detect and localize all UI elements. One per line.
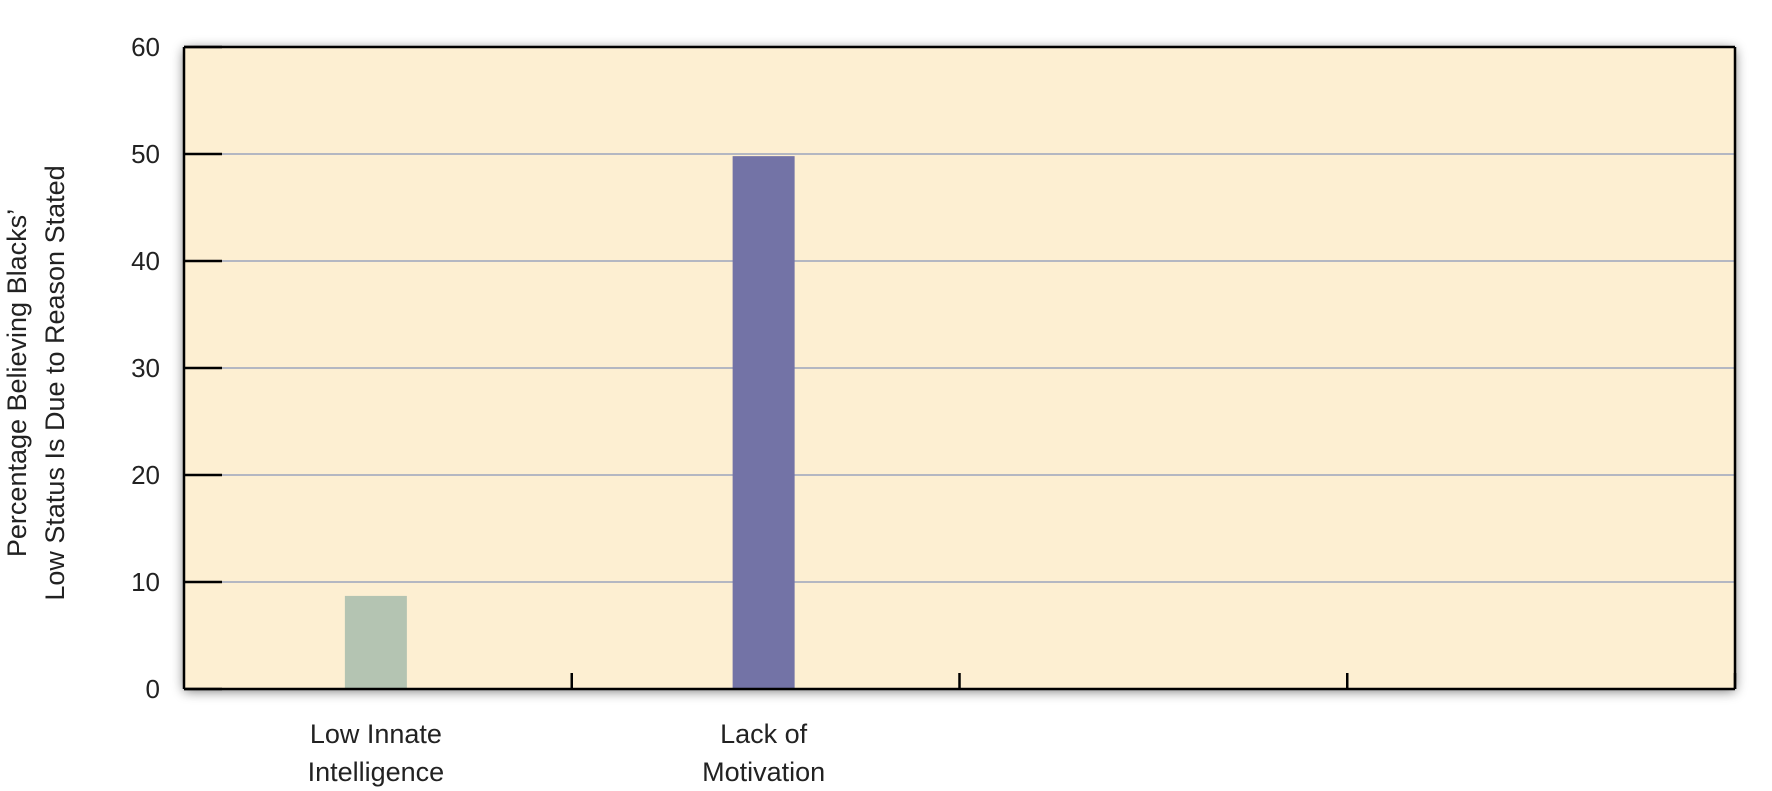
y-tick-labels: 0 10 20 30 40 50 60	[131, 32, 160, 704]
y-tick-label: 40	[131, 246, 160, 276]
category-label: Low Innate Intelligence	[308, 719, 445, 787]
y-axis-title: Percentage Believing Blacks’ Low Status I…	[2, 165, 70, 600]
category-label: Lack of Motivation	[702, 719, 825, 787]
y-tick-label: 0	[146, 674, 160, 704]
y-tick-label: 50	[131, 139, 160, 169]
y-tick-label: 10	[131, 567, 160, 597]
y-tick-label: 60	[131, 32, 160, 62]
y-tick-label: 30	[131, 353, 160, 383]
bar	[344, 595, 407, 689]
category-labels: Low Innate Intelligence Lack of Motivation	[308, 719, 826, 787]
axes	[182, 45, 1737, 691]
bars	[344, 156, 795, 689]
y-tick-label: 20	[131, 460, 160, 490]
bar	[732, 156, 795, 689]
